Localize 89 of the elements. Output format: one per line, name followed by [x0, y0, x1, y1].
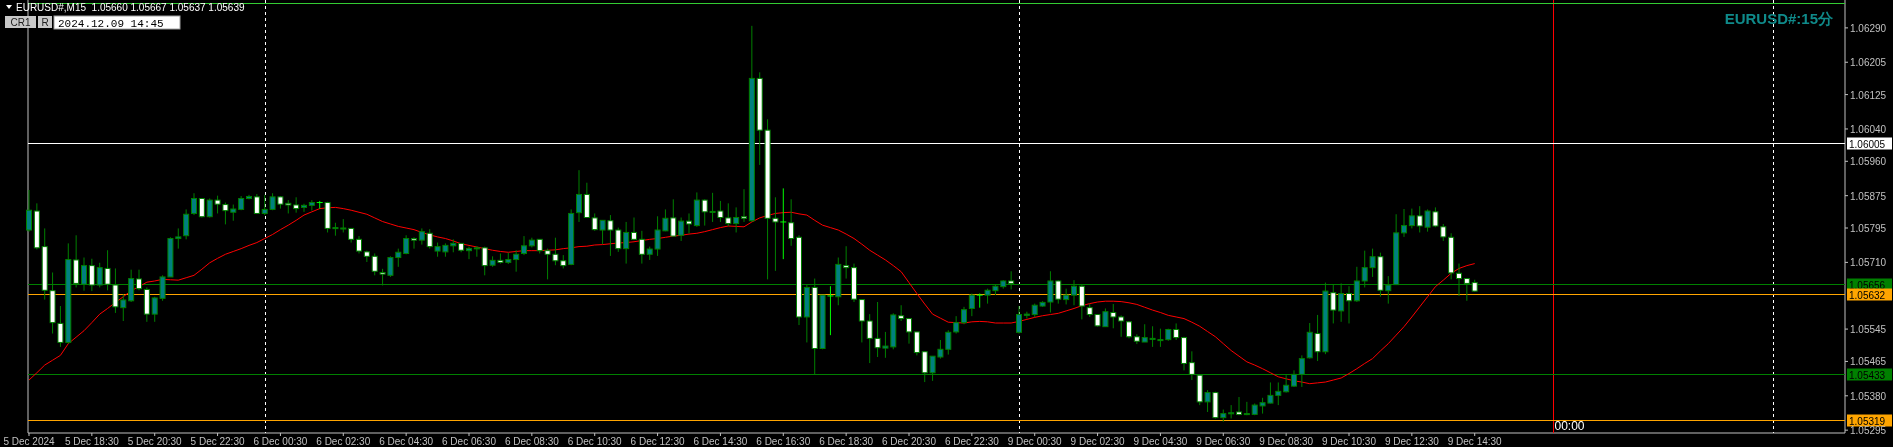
candlestick	[741, 188, 747, 223]
x-tick-label: 6 Dec 10:30	[567, 436, 623, 447]
candlestick	[1023, 311, 1030, 320]
candlestick	[827, 285, 834, 336]
x-tick-label: 5 Dec 20:30	[127, 436, 183, 447]
candlestick	[183, 208, 190, 240]
x-tick-label: 6 Dec 04:30	[379, 436, 434, 447]
candlestick	[976, 293, 983, 309]
candlestick	[733, 206, 740, 233]
ref-line-label: 1.05656	[1849, 279, 1886, 291]
x-tick-label: 5 Dec 22:30	[190, 436, 245, 447]
candlestick	[678, 217, 685, 242]
x-tick-label: 6 Dec 14:30	[693, 436, 748, 447]
x-tick-label: 5 Dec 18:30	[64, 436, 120, 447]
candlestick	[308, 199, 315, 212]
annotation: EURUSD#:15分	[1724, 10, 1834, 27]
x-tick-label: 9 Dec 00:30	[1007, 436, 1063, 447]
candlestick	[780, 187, 787, 260]
candlestick	[788, 198, 795, 247]
candlestick	[583, 182, 590, 218]
candlestick	[1228, 404, 1235, 419]
candlestick	[1401, 208, 1407, 238]
y-tick-label: 1.05875	[1850, 190, 1887, 202]
candlestick	[1016, 305, 1022, 335]
x-tick-label: 9 Dec 14:30	[1447, 436, 1503, 447]
candlestick	[363, 250, 370, 263]
x-tick-label: 9 Dec 12:30	[1384, 436, 1440, 447]
candlestick	[1118, 314, 1125, 338]
candlestick	[913, 331, 920, 356]
candlestick	[253, 193, 260, 214]
x-tick-label: 6 Dec 08:30	[504, 436, 560, 447]
candlestick	[293, 196, 300, 214]
candlestick	[466, 246, 472, 260]
ref-line-label: 1.05433	[1849, 369, 1886, 381]
candlestick	[858, 299, 865, 343]
x-tick-label: 9 Dec 02:30	[1070, 436, 1125, 447]
x-tick-label: 6 Dec 20:30	[882, 436, 937, 447]
candlestick	[623, 221, 630, 265]
x-tick-label: 6 Dec 18:30	[819, 436, 874, 447]
ref-line-label: 1.05632	[1849, 289, 1886, 301]
candlestick	[1243, 401, 1250, 416]
annotation: 00:00	[1554, 419, 1585, 433]
y-tick-label: 1.05545	[1850, 324, 1887, 336]
x-tick-label: 6 Dec 22:30	[944, 436, 1000, 447]
y-tick-label: 1.05465	[1850, 356, 1887, 368]
y-tick-label: 1.06040	[1850, 123, 1887, 135]
candlestick	[906, 318, 912, 345]
chart-title: EURUSD#,M15 1.05660 1.05667 1.05637 1.05639	[16, 2, 245, 13]
candlestick	[1063, 288, 1070, 305]
x-tick-label: 6 Dec 00:30	[253, 436, 308, 447]
line-series	[28, 206, 1476, 385]
candlestick	[576, 169, 582, 223]
candlestick	[301, 203, 307, 213]
x-tick-label: 5 Dec 2024	[3, 436, 56, 447]
candlestick	[371, 252, 378, 276]
x-tick-label: 6 Dec 12:30	[630, 436, 685, 447]
candlestick	[686, 212, 692, 234]
annotation: R	[41, 16, 49, 28]
y-tick-label: 1.06290	[1850, 22, 1887, 34]
candlestick	[1173, 322, 1180, 341]
y-tick-label: 1.05795	[1850, 223, 1887, 235]
candlestick	[191, 192, 197, 216]
x-tick-label: 9 Dec 08:30	[1259, 436, 1314, 447]
candlestick	[521, 235, 527, 256]
y-tick-label: 1.05380	[1850, 390, 1887, 402]
candlestick	[638, 230, 645, 265]
candlestick	[198, 198, 205, 218]
x-tick-label: 6 Dec 02:30	[316, 436, 371, 447]
candlestick	[473, 245, 480, 258]
candlestick	[898, 304, 905, 322]
ref-line-label: 1.05319	[1849, 415, 1886, 427]
ref-line-label: 1.06005	[1849, 138, 1886, 150]
annotation: 2024.12.09 14:45	[58, 17, 164, 30]
y-tick-label: 1.05295	[1850, 425, 1887, 437]
candlestick	[843, 245, 850, 280]
x-tick-label: 9 Dec 04:30	[1133, 436, 1188, 447]
y-tick-label: 1.06125	[1850, 89, 1887, 101]
y-tick-label: 1.05960	[1850, 156, 1887, 168]
candlestick	[513, 249, 520, 273]
candlestick	[26, 189, 32, 233]
x-tick-label: 9 Dec 06:30	[1196, 436, 1251, 447]
y-tick-label: 1.06205	[1850, 57, 1887, 69]
y-tick-label: 1.05710	[1850, 257, 1887, 269]
candlestick	[411, 236, 417, 250]
x-tick-label: 6 Dec 06:30	[442, 436, 497, 447]
x-tick-label: 9 Dec 10:30	[1322, 436, 1377, 447]
annotation: CR1	[10, 16, 31, 28]
candlestick	[1408, 208, 1415, 229]
x-tick-label: 6 Dec 16:30	[756, 436, 811, 447]
